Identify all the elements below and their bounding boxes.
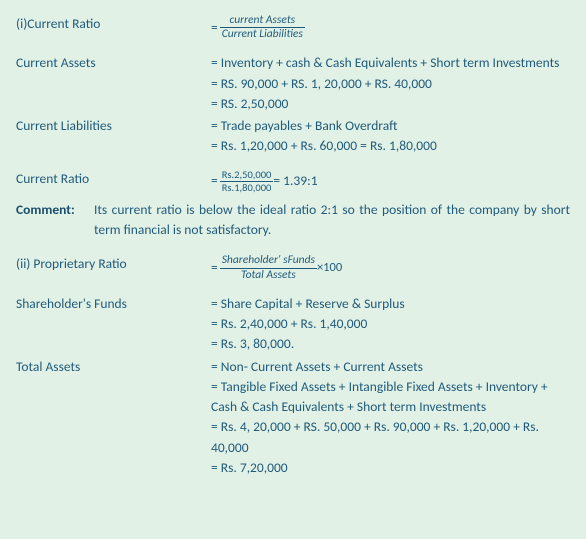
comment-label: Comment: (16, 200, 94, 220)
proprietary-ratio-label: (ii) Proprietary Ratio (16, 254, 211, 274)
sf-line1: = Share Capital + Reserve & Surplus (211, 294, 570, 314)
current-ratio-row: (i)Current Ratio = current Assets Curren… (16, 14, 570, 41)
ca-line1: = Inventory + cash & Cash Equivalents + … (211, 53, 570, 73)
cl-line1: = Trade payables + Bank Overdraft (211, 116, 570, 136)
cl-line2: = Rs. 1,20,000 + Rs. 60,000 = Rs. 1,80,0… (211, 136, 570, 156)
current-ratio-label: (i)Current Ratio (16, 14, 211, 34)
proprietary-suffix: ×100 (317, 259, 342, 278)
sf-line2: = Rs. 2,40,000 + Rs. 1,40,000 (211, 314, 570, 334)
equals-sign: = (211, 258, 220, 278)
ta-line4: = Rs. 7,20,000 (211, 458, 570, 478)
equals-sign: = (211, 18, 220, 38)
total-assets-label: Total Assets (16, 357, 211, 377)
ta-line1: = Non- Current Assets + Current Assets (211, 357, 570, 377)
shareholder-funds-row: Shareholder's Funds = Share Capital + Re… (16, 294, 570, 355)
equals-sign: = (211, 171, 220, 191)
ta-line3: = Rs. 4, 20,000 + RS. 50,000 + Rs. 90,00… (211, 417, 570, 458)
total-assets-row: Total Assets = Non- Current Assets + Cur… (16, 357, 570, 479)
current-assets-value: = Inventory + cash & Cash Equivalents + … (211, 53, 570, 114)
proprietary-ratio-row: (ii) Proprietary Ratio = Shareholder' sF… (16, 254, 570, 281)
current-assets-row: Current Assets = Inventory + cash & Cash… (16, 53, 570, 114)
shareholder-funds-label: Shareholder's Funds (16, 294, 211, 314)
comment-text: Its current ratio is below the ideal rat… (94, 200, 570, 241)
current-assets-label: Current Assets (16, 53, 211, 73)
proprietary-fraction: Shareholder' sFunds Total Assets (220, 254, 317, 281)
current-ratio-calc-value: = Rs.2,50,000 Rs.1,80,000 = 1.39:1 (211, 169, 570, 194)
current-liabilities-label: Current Liabilities (16, 116, 211, 136)
current-ratio-fraction: current Assets Current Liabilities (220, 14, 305, 41)
shareholder-funds-value: = Share Capital + Reserve & Surplus = Rs… (211, 294, 570, 355)
ta-line2: = Tangible Fixed Assets + Intangible Fix… (211, 377, 570, 418)
current-ratio-calc-label: Current Ratio (16, 169, 211, 189)
comment-row: Comment: Its current ratio is below the … (16, 200, 570, 241)
current-ratio-formula: = current Assets Current Liabilities (211, 14, 570, 41)
ca-line3: = RS. 2,50,000 (211, 94, 570, 114)
current-ratio-calc-row: Current Ratio = Rs.2,50,000 Rs.1,80,000 … (16, 169, 570, 194)
proprietary-ratio-formula: = Shareholder' sFunds Total Assets ×100 (211, 254, 570, 281)
current-liabilities-value: = Trade payables + Bank Overdraft = Rs. … (211, 116, 570, 157)
ratio-fraction: Rs.2,50,000 Rs.1,80,000 (220, 169, 274, 194)
ratio-result: = 1.39:1 (273, 171, 317, 191)
sf-line3: = Rs. 3, 80,000. (211, 334, 570, 354)
ca-line2: = RS. 90,000 + RS. 1, 20,000 + RS. 40,00… (211, 74, 570, 94)
total-assets-value: = Non- Current Assets + Current Assets =… (211, 357, 570, 479)
current-liabilities-row: Current Liabilities = Trade payables + B… (16, 116, 570, 157)
